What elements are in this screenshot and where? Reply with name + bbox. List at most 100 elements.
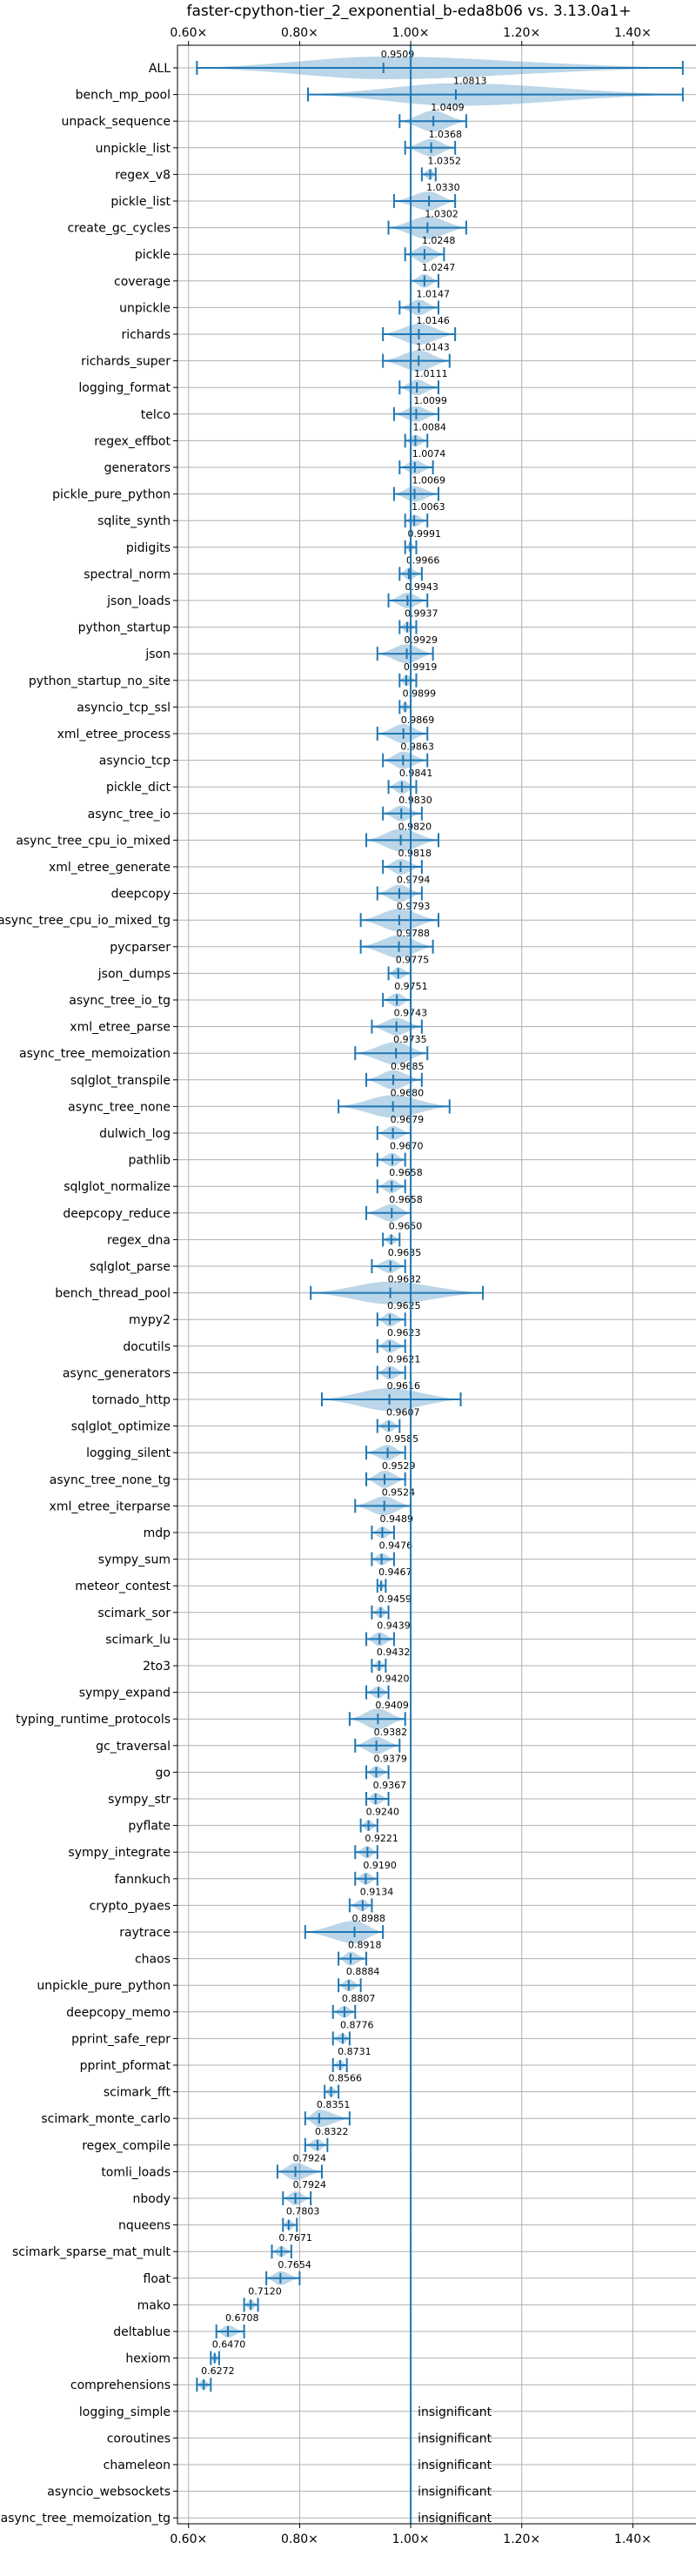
category-label: xml_etree_parse: [70, 1021, 171, 1035]
category-label: pprint_pformat: [80, 2059, 171, 2073]
value-label: 1.0813: [453, 76, 487, 87]
benchmark-violin: 1.0146: [382, 315, 457, 345]
category-label: meteor_contest: [75, 1580, 171, 1593]
benchmark-violin: 1.0147: [398, 288, 450, 316]
category-label: deepcopy_reduce: [63, 1207, 171, 1221]
benchmark-violin: 0.9658: [376, 1167, 423, 1194]
benchmark-violin: 0.9788: [359, 928, 434, 958]
x-tick-label-bottom: 1.40×: [614, 2532, 652, 2546]
value-label: 0.9685: [391, 1061, 425, 1072]
benchmark-violin: 0.9670: [376, 1141, 424, 1167]
benchmark-violin: 0.9899: [398, 688, 436, 714]
category-label: async_tree_memoization_tg: [1, 2512, 171, 2526]
category-label: sqlite_synth: [97, 514, 171, 528]
benchmark-violin: 0.9818: [382, 848, 432, 875]
insignificant-label: insignificant: [418, 2512, 492, 2526]
category-label: dulwich_log: [99, 1127, 171, 1141]
category-label: float: [144, 2272, 171, 2286]
benchmark-violin: 0.8776: [331, 2019, 374, 2046]
benchmark-violin: 0.9420: [365, 1674, 410, 1700]
category-label: sympy_integrate: [68, 1846, 171, 1860]
value-label: 0.8566: [329, 2073, 363, 2084]
value-label: 1.0084: [412, 421, 445, 433]
category-label: deepcopy: [111, 888, 171, 902]
category-label: pycparser: [110, 941, 171, 955]
value-label: 0.9432: [377, 1647, 411, 1658]
value-label: 1.0143: [416, 342, 450, 353]
value-label: 0.8322: [315, 2126, 349, 2137]
value-label: 0.8776: [340, 2019, 374, 2030]
benchmark-violin: 0.9863: [382, 741, 434, 769]
category-label: chameleon: [104, 2459, 171, 2472]
category-label: telco: [141, 408, 171, 422]
benchmark-violin: 0.9134: [348, 1886, 393, 1913]
value-label: 0.9240: [366, 1807, 400, 1818]
category-label: asyncio_tcp: [99, 755, 171, 768]
benchmark-violin: 0.9794: [376, 875, 430, 902]
x-tick-label-bottom: 1.00×: [392, 2532, 430, 2546]
category-label: nqueens: [118, 2219, 171, 2233]
category-label: async_generators: [63, 1366, 171, 1380]
value-label: 0.9190: [363, 1860, 397, 1871]
benchmark-violin: 0.9635: [371, 1247, 421, 1273]
category-label: async_tree_io: [88, 808, 171, 822]
value-label: 0.8918: [348, 1940, 382, 1951]
category-label: richards_super: [81, 355, 171, 369]
value-label: 0.9625: [387, 1300, 421, 1311]
benchmark-violin: 1.0409: [398, 102, 467, 132]
value-label: 0.9841: [399, 768, 433, 779]
value-label: 0.9680: [391, 1087, 425, 1098]
value-label: 0.9509: [381, 49, 415, 60]
value-label: 0.9650: [389, 1220, 423, 1231]
category-label: nbody: [133, 2192, 171, 2206]
value-label: 0.9420: [376, 1674, 410, 1685]
category-label: mypy2: [129, 1313, 171, 1327]
benchmark-violin: 0.9529: [365, 1460, 416, 1488]
benchmark-violin: 0.9650: [382, 1220, 423, 1247]
value-label: 1.0063: [412, 501, 445, 513]
category-label: go: [156, 1766, 171, 1780]
benchmark-violin: 0.9820: [365, 821, 439, 852]
benchmark-violin: 0.9221: [354, 1833, 398, 1860]
value-label: 1.0247: [422, 262, 456, 273]
benchmark-violin: 0.9735: [354, 1034, 429, 1065]
benchmark-violin: 1.0074: [398, 448, 445, 474]
category-label: ALL: [149, 62, 171, 76]
category-label: sympy_expand: [79, 1687, 171, 1701]
value-label: 1.0146: [416, 315, 450, 326]
category-label: logging_simple: [79, 2405, 171, 2419]
benchmark-violin: 0.9685: [365, 1061, 425, 1090]
benchmark-violin: 1.0069: [392, 475, 445, 502]
x-tick-label-bottom: 0.60×: [170, 2532, 207, 2546]
benchmark-violin: 0.8322: [304, 2126, 349, 2152]
category-label: regex_dna: [107, 1233, 171, 1247]
benchmark-violin: 0.9621: [376, 1353, 420, 1380]
category-label: scimark_sparse_mat_mult: [12, 2245, 171, 2259]
category-label: scimark_lu: [105, 1633, 171, 1647]
value-label: 0.9382: [374, 1727, 408, 1738]
category-label: logging_silent: [86, 1446, 171, 1460]
value-label: 0.9788: [397, 928, 431, 939]
insignificant-label: insignificant: [418, 2459, 492, 2472]
category-label: regex_compile: [82, 2139, 171, 2153]
x-tick-label-top: 0.80×: [281, 26, 318, 40]
x-tick-label-top: 1.20×: [503, 26, 540, 40]
category-label: fannkuch: [115, 1873, 171, 1887]
benchmark-violin: 0.7924: [282, 2179, 326, 2205]
category-label: chaos: [135, 1953, 171, 1967]
category-label: deltablue: [113, 2325, 171, 2339]
category-label: regex_effbot: [94, 434, 171, 448]
chart-rows: ALL 0.9509 bench_mp_pool 1.0813 unpack_seque…: [0, 45, 684, 2526]
benchmark-violin: 0.9679: [376, 1114, 425, 1140]
value-label: 0.9679: [391, 1114, 425, 1125]
category-label: async_tree_cpu_io_mixed_tg: [0, 914, 171, 928]
benchmark-violin: 0.6470: [210, 2339, 245, 2365]
benchmark-violin: 0.9743: [371, 1008, 427, 1036]
category-label: pathlib: [129, 1154, 171, 1168]
category-label: scimark_fft: [104, 2086, 171, 2100]
value-label: 0.9658: [389, 1167, 423, 1178]
category-label: sqlglot_parse: [90, 1260, 171, 1274]
benchmark-violin: 0.7120: [243, 2285, 282, 2312]
category-label: pidigits: [126, 541, 171, 555]
